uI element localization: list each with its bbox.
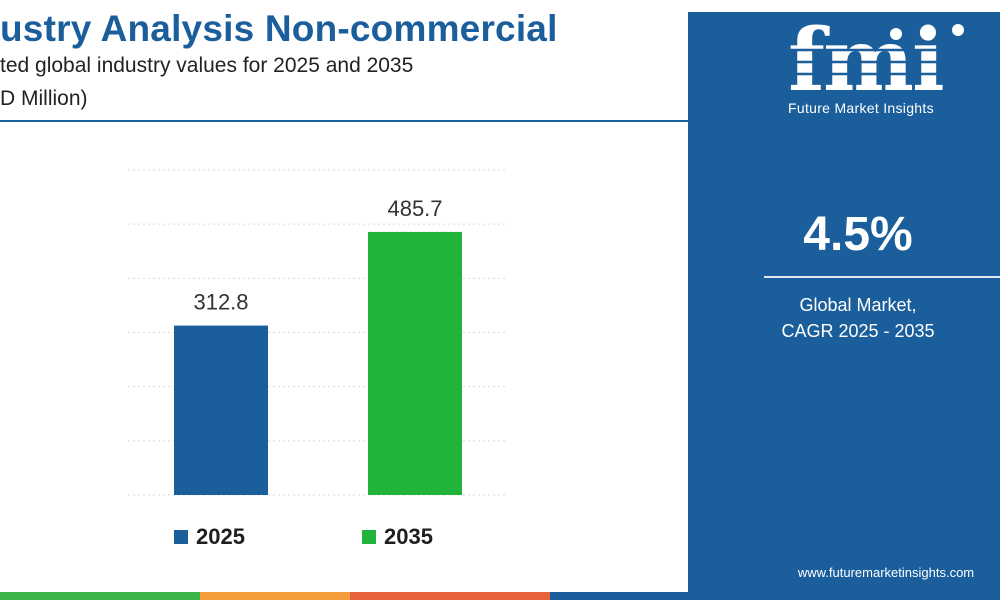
side-panel: fmi Future Market Insights 4.5% Global M… [688, 12, 1000, 600]
logo-stripes [788, 48, 978, 76]
legend-item-2025: 2025 [174, 520, 245, 554]
logo-figure-icon [952, 24, 964, 36]
bar-chart: 312.8 485.7 [128, 169, 508, 496]
bar-2035 [368, 231, 462, 495]
legend-swatch-2025 [174, 530, 188, 544]
data-label-2025: 312.8 [193, 290, 248, 315]
fmi-logo: fmi [788, 20, 978, 100]
legend-label-2035: 2035 [384, 524, 433, 549]
stripe-segment-3 [550, 592, 688, 600]
logo-subtitle: Future Market Insights [788, 100, 934, 116]
header-divider [0, 120, 688, 122]
cagr-label: Global Market, CAGR 2025 - 2035 [748, 292, 968, 344]
cagr-divider [764, 276, 1000, 278]
bottom-color-stripe [0, 592, 688, 600]
logo-text: fmi [788, 20, 943, 100]
cagr-label-line1: Global Market, [799, 295, 917, 315]
data-label-2035: 485.7 [387, 196, 442, 221]
logo-dot-icon [890, 28, 902, 40]
legend-item-2035: 2035 [362, 520, 433, 554]
legend-swatch-2035 [362, 530, 376, 544]
chart-data-labels: 312.8 485.7 [193, 196, 442, 315]
stripe-segment-0 [0, 592, 200, 600]
chart-bars [174, 231, 462, 495]
chart-title: ustry Analysis Non-commercial [0, 8, 558, 49]
website-link[interactable]: www.futuremarketinsights.com [797, 565, 975, 580]
legend-label-2025: 2025 [196, 524, 245, 549]
chart-subtitle: ted global industry values for 2025 and … [0, 54, 414, 77]
bar-2025 [174, 325, 268, 495]
chart-unit: D Million) [0, 87, 88, 110]
cagr-label-line2: CAGR 2025 - 2035 [781, 321, 935, 341]
stripe-segment-2 [350, 592, 550, 600]
stripe-segment-1 [200, 592, 350, 600]
cagr-value: 4.5% [803, 208, 913, 261]
